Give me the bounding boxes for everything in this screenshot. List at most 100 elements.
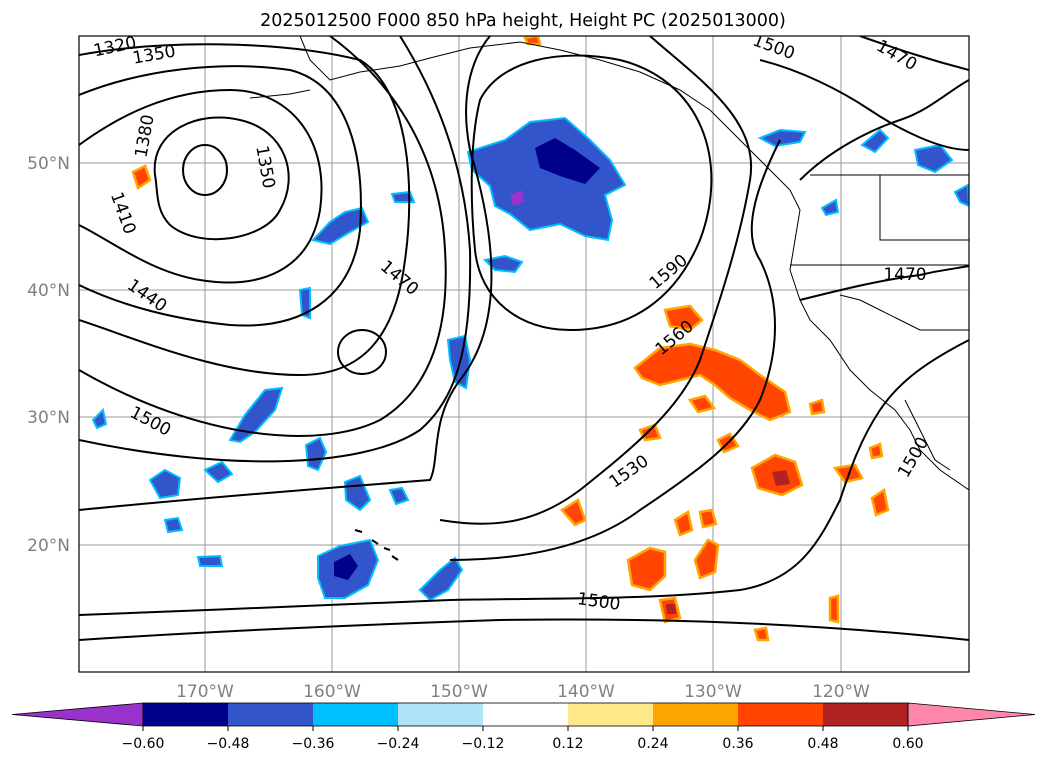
colorbar-tick-label: 0.48 — [807, 736, 838, 752]
colorbar-segment — [313, 703, 398, 726]
positive-anomalies — [131, 36, 890, 642]
height-contours — [79, 36, 969, 641]
contour-1470 — [79, 36, 447, 437]
longitude-labels: 170°W 160°W 150°W 140°W 130°W 120°W — [176, 682, 870, 702]
positive-blob-35n — [633, 342, 792, 422]
contour-1470-east — [799, 265, 969, 301]
map-frame — [78, 35, 970, 673]
positive-blob-26n — [868, 442, 884, 460]
contour-1410 — [79, 65, 362, 327]
contour-1500-north — [759, 59, 969, 151]
negative-blob-gulf-of-alaska — [466, 116, 627, 242]
colorbar-segment — [483, 703, 568, 726]
border-state-b — [879, 175, 969, 241]
colorbar-tick-label: −0.48 — [207, 736, 250, 752]
map-panel: 1320 1350 1380 1350 1410 1440 1470 1500 … — [27, 35, 970, 702]
positive-blob-21n-a — [673, 510, 694, 537]
contour-1560 — [439, 36, 753, 525]
negative-blob-22n — [163, 516, 184, 534]
positive-blob-38n — [663, 304, 704, 332]
coastline-aleutians — [249, 89, 311, 99]
colorbar-extend-min — [11, 702, 144, 727]
contour-1470-ne — [859, 36, 969, 71]
colorbar-tick-label: 0.60 — [892, 736, 923, 752]
contour-1590 — [470, 54, 713, 332]
negative-anomalies — [91, 116, 969, 602]
lat-label-30n: 30°N — [27, 408, 70, 428]
negative-blob-canada-c — [953, 183, 969, 208]
negative-blob-48n — [390, 190, 416, 203]
negative-blob-25n-b — [203, 460, 234, 484]
colorbar-tick-label: 0.12 — [552, 736, 583, 752]
positive-blob-northwest — [131, 164, 152, 190]
negative-core-gulf — [535, 138, 600, 184]
lat-label-50n: 50°N — [27, 154, 70, 174]
positive-blob-12n — [753, 626, 770, 642]
colorbar-ticks: −0.60 −0.48 −0.36 −0.24 −0.12 0.12 0.24 0.36 0.4… — [122, 726, 924, 752]
colorbar-tick-label: 0.24 — [637, 736, 668, 752]
coastline-hawaii — [354, 529, 399, 561]
lat-label-20n: 20°N — [27, 536, 70, 556]
negative-min-gulf — [510, 190, 525, 206]
negative-blob-27n — [304, 436, 328, 472]
coastline-baja — [904, 399, 951, 471]
positive-blob-21n-b — [698, 508, 718, 529]
negative-blob-40n — [298, 286, 311, 320]
negative-blob-washington — [820, 198, 840, 217]
lat-label-40n: 40°N — [27, 281, 70, 301]
colorbar: −0.60 −0.48 −0.36 −0.24 −0.12 0.12 0.24 0.36 0.4… — [11, 702, 1036, 752]
colorbar-segment — [143, 703, 228, 726]
colorbar-segments — [11, 702, 1036, 727]
map-title: 2025012500 F000 850 hPa height, Height P… — [260, 11, 786, 31]
latitude-labels: 50°N 40°N 30°N 20°N — [27, 154, 70, 556]
negative-blob-west — [91, 407, 108, 430]
colorbar-segment — [228, 703, 313, 726]
positive-core-14n — [666, 604, 676, 614]
contour-label-1470-east: 1470 — [883, 265, 926, 285]
negative-blob-bc — [757, 128, 807, 148]
contour-low-south — [337, 329, 387, 375]
negative-blob-25n-a — [148, 468, 182, 500]
lon-label-150w: 150°W — [430, 682, 488, 702]
contour-1500-south — [79, 339, 969, 616]
lon-label-160w: 160°W — [303, 682, 361, 702]
negative-blob-23n — [388, 486, 410, 506]
positive-blob-22n-b — [870, 487, 890, 517]
colorbar-segment — [568, 703, 653, 726]
coastline-north-america — [299, 36, 969, 491]
lon-label-140w: 140°W — [557, 682, 615, 702]
negative-blob-24n — [343, 474, 372, 512]
contour-1530-west — [79, 36, 493, 511]
lon-label-120w: 120°W — [812, 682, 870, 702]
colorbar-tick-label: 0.36 — [722, 736, 753, 752]
coastlines — [249, 36, 969, 561]
contour-1530 — [449, 139, 781, 561]
negative-blob-19n — [196, 554, 224, 567]
contour-1380 — [79, 88, 323, 284]
colorbar-segment — [398, 703, 483, 726]
colorbar-segment — [653, 703, 738, 726]
negative-blob-45n — [311, 206, 370, 246]
negative-blob-30n — [228, 386, 284, 444]
colorbar-segment — [823, 703, 908, 726]
contour-1440 — [79, 43, 411, 377]
negative-blob-canada-a — [860, 128, 890, 154]
positive-blob-17n — [626, 546, 667, 592]
contour-1470-north — [799, 79, 969, 181]
colorbar-outline — [142, 702, 909, 727]
lon-label-130w: 130°W — [684, 682, 742, 702]
positive-blob-31n-b — [808, 398, 826, 416]
colorbar-tick-label: −0.24 — [377, 736, 420, 752]
positive-blob-north — [523, 36, 542, 46]
negative-blob-41n — [482, 254, 524, 274]
colorbar-segment — [738, 703, 823, 726]
contour-1500-far-south — [79, 618, 969, 641]
colorbar-tick-label: −0.12 — [462, 736, 505, 752]
border-us-mexico — [839, 294, 969, 331]
positive-blob-22n — [560, 498, 587, 527]
positive-blob-15n — [828, 594, 840, 624]
positive-blob-18n — [693, 538, 720, 580]
colorbar-tick-label: −0.60 — [122, 736, 165, 752]
lon-label-170w: 170°W — [176, 682, 234, 702]
